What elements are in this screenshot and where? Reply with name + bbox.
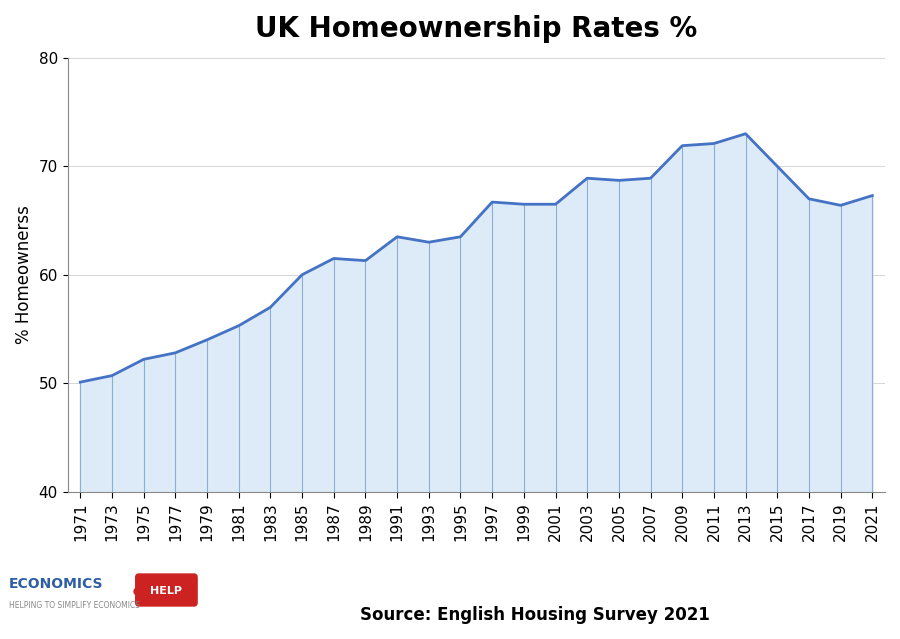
- Text: Source: English Housing Survey 2021: Source: English Housing Survey 2021: [360, 606, 710, 624]
- FancyBboxPatch shape: [136, 574, 197, 606]
- Text: ECONOMICS: ECONOMICS: [9, 577, 104, 591]
- Y-axis label: % Homeownerss: % Homeownerss: [15, 205, 33, 344]
- Text: HELPING TO SIMPLIFY ECONOMICS: HELPING TO SIMPLIFY ECONOMICS: [9, 601, 140, 610]
- Text: HELP: HELP: [150, 586, 183, 596]
- Title: UK Homeownership Rates %: UK Homeownership Rates %: [256, 15, 698, 43]
